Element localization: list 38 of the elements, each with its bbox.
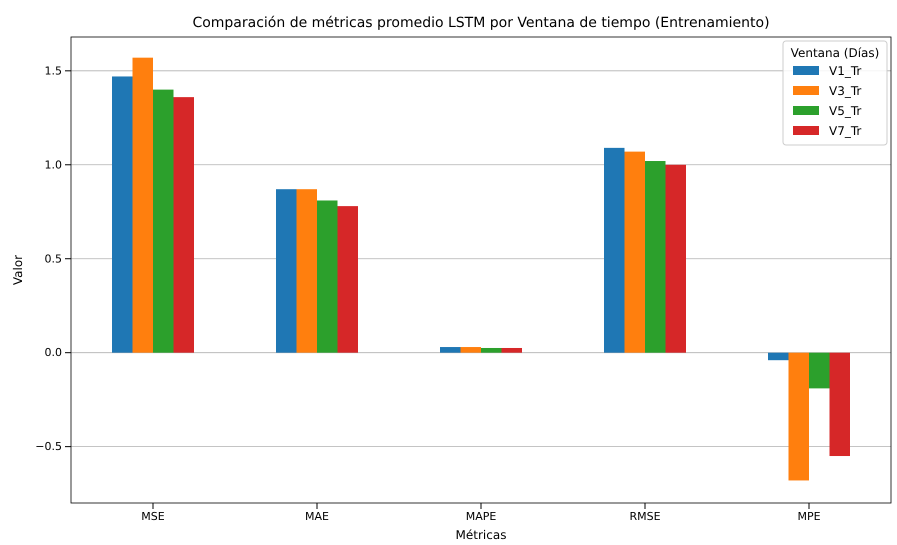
- y-tick-label: −0.5: [35, 440, 62, 454]
- y-tick-label: 0.5: [44, 252, 62, 266]
- y-axis-title: Valor: [11, 254, 25, 286]
- bar: [296, 189, 317, 353]
- bar: [502, 348, 522, 353]
- legend-label: V5_Tr: [829, 104, 862, 118]
- bar: [440, 347, 460, 353]
- y-tick-label: 1.0: [44, 158, 62, 172]
- bar: [481, 348, 502, 353]
- chart-title: Comparación de métricas promedio LSTM por Ventana de tiempo (Entrenamiento): [192, 15, 770, 31]
- x-axis-title: Métricas: [456, 528, 506, 542]
- x-tick-label: MSE: [141, 510, 165, 523]
- bar: [132, 58, 153, 353]
- x-tick-label: MPE: [797, 510, 821, 523]
- bar: [153, 90, 174, 353]
- y-tick-label: 0.0: [44, 346, 62, 360]
- bar: [830, 352, 850, 456]
- bar: [460, 347, 481, 353]
- x-tick-label: MAE: [305, 510, 330, 523]
- legend-title: Ventana (Días): [790, 46, 880, 60]
- legend-label: V7_Tr: [829, 124, 862, 138]
- bar: [174, 97, 194, 353]
- legend-label: V3_Tr: [829, 84, 862, 98]
- bar: [604, 148, 624, 353]
- bar: [768, 352, 788, 360]
- bar: [317, 200, 338, 353]
- bar: [338, 206, 358, 353]
- bar: [788, 352, 809, 480]
- bar: [666, 164, 686, 353]
- x-tick-label: MAPE: [466, 510, 496, 523]
- x-tick-label: RMSE: [629, 510, 661, 523]
- bar: [112, 76, 132, 353]
- bar: [276, 189, 296, 353]
- y-tick-label: 1.5: [44, 64, 62, 78]
- bar: [624, 152, 645, 353]
- bar: [645, 161, 666, 353]
- bar: [809, 352, 830, 388]
- legend-label: V1_Tr: [829, 64, 862, 78]
